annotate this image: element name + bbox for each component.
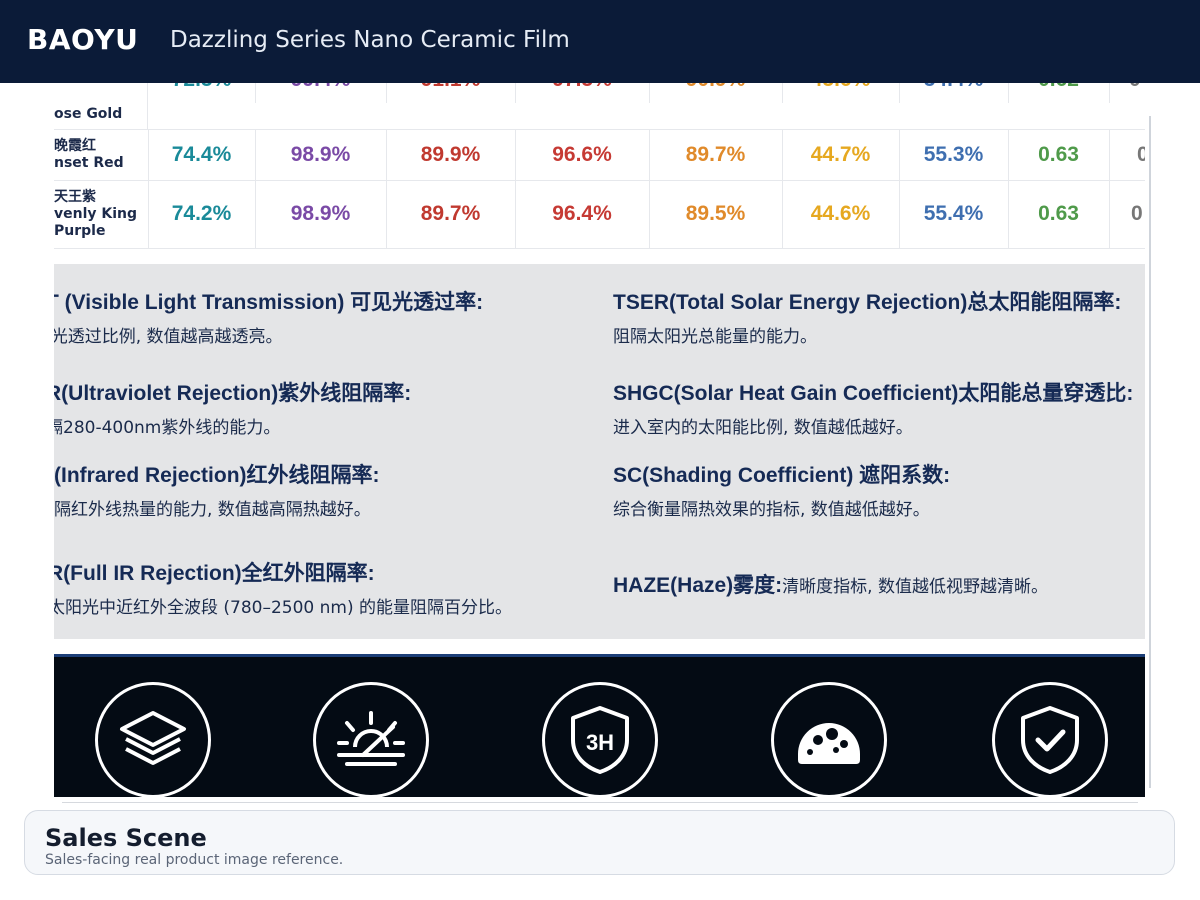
scene-subtitle: Sales-facing real product image referenc… — [45, 852, 344, 868]
page-title: Dazzling Series Nano Ceramic Film — [170, 27, 570, 53]
def-term: SC(Shading Coefficient) 遮阳系数: — [613, 464, 951, 487]
cell-value: 72.5% — [148, 83, 256, 103]
row-name-cell: 天王紫 venly King Purple — [54, 180, 149, 248]
cell-value: 98.9% — [255, 129, 387, 180]
def-firr: R(Full IR Rejection)全红外阻隔率: 太阳光中近红外全波段 (… — [54, 557, 512, 618]
def-shgc: SHGC(Solar Heat Gain Coefficient)太阳能总量穿透… — [613, 377, 1133, 438]
cell-value: 96.6% — [515, 129, 650, 180]
def-tser: TSER(Total Solar Energy Rejection)总太阳能阻隔… — [613, 286, 1121, 347]
def-uvr: R(Ultraviolet Rejection)紫外线阻隔率: 隔280-400… — [54, 377, 411, 438]
sunrise-icon — [313, 682, 429, 797]
def-desc: 进入室内的太阳能比例, 数值越低越好。 — [613, 418, 913, 438]
row-name-cell: 晚霞红 nset Red — [54, 129, 149, 180]
cell-value: 74.2% — [148, 180, 256, 248]
vertical-scrollbar[interactable] — [1149, 116, 1151, 788]
cell-value: 0.63 — [1008, 180, 1110, 248]
cell-value: 90.9% — [649, 83, 783, 103]
def-haze: HAZE(Haze)雾度:清晰度指标, 数值越低视野越清晰。 — [613, 569, 1048, 599]
cell-value: 0 — [1131, 202, 1143, 225]
sales-scene-card: Sales Scene Sales-facing real product im… — [24, 810, 1175, 875]
row-name-en: nset Red — [54, 154, 124, 171]
def-desc: 清晰度指标, 数值越低视野越清晰。 — [782, 577, 1048, 597]
row-name-cell: ose Gold — [54, 83, 148, 129]
cell-value: 45.6% — [782, 83, 900, 103]
cell-value: 74.4% — [148, 129, 256, 180]
cell-value: 89.7% — [649, 129, 783, 180]
row-name-zh: 天王紫 — [54, 188, 96, 205]
cell-value: 89.7% — [386, 180, 516, 248]
table-row: ose Gold 72.5% 99.4% 91.1% 97.5% 90.9% 4… — [54, 83, 1145, 130]
layers-icon — [95, 682, 211, 797]
def-irr: (Infrared Rejection)红外线阻隔率: 隔红外线热量的能力, 数… — [54, 459, 380, 520]
def-desc: 综合衡量隔热效果的指标, 数值越低越好。 — [613, 500, 930, 520]
cell-value: 44.6% — [782, 180, 900, 248]
shield-check-icon — [992, 682, 1108, 797]
cell-value: 97.5% — [515, 83, 650, 103]
cell-value: 44.7% — [782, 129, 900, 180]
shield-3h-label: 3H — [586, 730, 614, 755]
def-term: R(Ultraviolet Rejection)紫外线阻隔率: — [54, 382, 412, 405]
row-name-zh: 晚霞红 — [54, 137, 96, 154]
def-desc: 太阳光中近红外全波段 (780–2500 nm) 的能量阻隔百分比。 — [54, 598, 513, 618]
cell-value: 0 — [1137, 142, 1145, 166]
def-term: R(Full IR Rejection)全红外阻隔率: — [54, 562, 375, 585]
feature-icon-band: 3H — [54, 654, 1145, 797]
divider — [62, 802, 1138, 803]
def-term: (Infrared Rejection)红外线阻隔率: — [54, 464, 380, 487]
def-desc: l光透过比例, 数值越高越透亮。 — [54, 327, 283, 347]
def-term: TSER(Total Solar Energy Rejection)总太阳能阻隔… — [613, 291, 1122, 314]
row-name-en: venly King — [54, 205, 138, 222]
table-row: 天王紫 venly King Purple 74.2% 98.9% 89.7% … — [54, 180, 1145, 249]
cell-value: 0.63 — [1008, 129, 1110, 180]
def-term: HAZE(Haze)雾度: — [613, 574, 783, 597]
cell-value: 55.3% — [899, 129, 1009, 180]
def-sc: SC(Shading Coefficient) 遮阳系数: 综合衡量隔热效果的指… — [613, 459, 950, 520]
def-desc: 隔280-400nm紫外线的能力。 — [54, 418, 281, 438]
cell-value: 0.62 — [1008, 83, 1110, 103]
scene-title: Sales Scene — [45, 824, 207, 852]
def-desc: 阻隔太阳光总能量的能力。 — [613, 327, 817, 347]
gauge-icon — [771, 682, 887, 797]
def-vlt: T (Visible Light Transmission) 可见光透过率: l… — [54, 286, 483, 347]
brand-logo: BAOYU — [27, 23, 139, 56]
def-desc: 隔红外线热量的能力, 数值越高隔热越好。 — [54, 500, 371, 520]
header-bar: BAOYU Dazzling Series Nano Ceramic Film — [0, 0, 1200, 83]
def-term: T (Visible Light Transmission) 可见光透过率: — [54, 291, 484, 314]
row-name-en: ose Gold — [54, 106, 123, 122]
cell-value: 55.4% — [899, 180, 1009, 248]
table-row: 晚霞红 nset Red 74.4% 98.9% 89.9% 96.6% 89.… — [54, 129, 1145, 181]
shield-3h-icon: 3H — [542, 682, 658, 797]
cell-value: 89.9% — [386, 129, 516, 180]
cell-value: 96.4% — [515, 180, 650, 248]
cell-value: 98.9% — [255, 180, 387, 248]
cell-value: 0 — [1109, 83, 1145, 103]
cell-value: 54.4% — [899, 83, 1009, 103]
cell-value: 99.4% — [255, 83, 387, 103]
row-name-en-2: Purple — [54, 222, 106, 239]
cell-value: 89.5% — [649, 180, 783, 248]
product-image-viewport[interactable]: ose Gold 72.5% 99.4% 91.1% 97.5% 90.9% 4… — [54, 83, 1145, 797]
cell-value: 91.1% — [386, 83, 516, 103]
def-term: SHGC(Solar Heat Gain Coefficient)太阳能总量穿透… — [613, 382, 1134, 405]
definitions-panel: T (Visible Light Transmission) 可见光透过率: l… — [54, 264, 1145, 639]
